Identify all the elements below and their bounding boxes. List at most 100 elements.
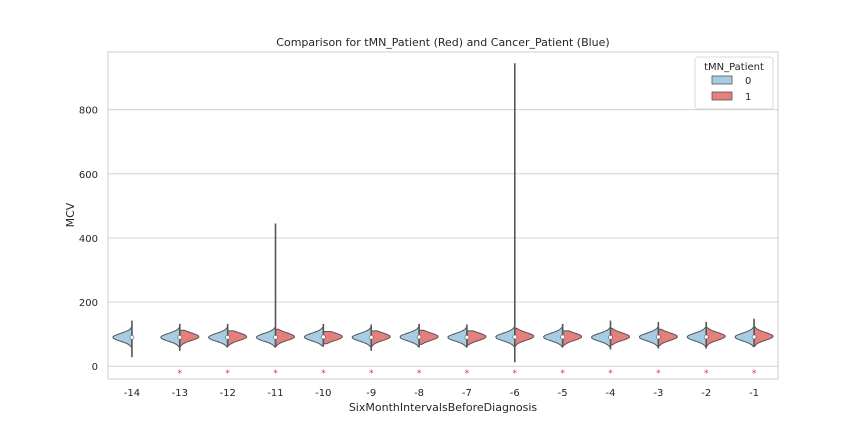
legend: tMN_Patient 0 1: [694, 56, 774, 110]
significance-marker: *: [560, 369, 565, 379]
violin-half-1: [322, 331, 343, 345]
violin-group: [208, 323, 248, 348]
median-dot: [368, 335, 374, 340]
significance-marker: *: [704, 369, 709, 379]
violin-half-0: [447, 327, 468, 348]
violin-half-1: [753, 326, 774, 347]
significance-marker: *: [752, 369, 757, 379]
y-tick-label: 0: [92, 362, 98, 373]
significance-marker: *: [465, 369, 470, 379]
x-tick-label: -8: [414, 388, 424, 399]
legend-title: tMN_Patient: [704, 62, 764, 73]
violin-half-0: [351, 327, 372, 348]
median-dot: [751, 334, 757, 340]
x-tick-label: -6: [510, 388, 520, 399]
violin-half-0: [495, 326, 516, 348]
median-dot: [273, 335, 278, 340]
violin-half-1: [466, 330, 487, 346]
y-axis-label: MCV: [64, 202, 77, 227]
legend-label-0: 0: [745, 76, 751, 87]
violin-half-0: [686, 326, 707, 348]
plot-frame: [107, 51, 779, 380]
median-dot: [560, 334, 565, 340]
x-tick-label: -10: [315, 388, 331, 399]
legend-swatch-0: [711, 75, 733, 85]
legend-label-1: 1: [745, 92, 751, 103]
grid-lines: [108, 109, 778, 367]
violin-half-1: [610, 327, 631, 346]
violin-group: [303, 323, 343, 347]
median-dot: [608, 335, 613, 340]
violin-group: [543, 323, 583, 348]
violin-group: [686, 321, 726, 349]
significance-marker: *: [321, 369, 326, 379]
y-tick-label: 800: [79, 106, 98, 117]
violin-group: [255, 223, 296, 348]
violin-half-1: [562, 330, 583, 346]
violin-half-0: [543, 326, 564, 348]
violin-half-0: [208, 327, 229, 348]
violin-half-0: [112, 327, 133, 348]
median-dot: [512, 334, 518, 340]
violin-half-1: [370, 330, 391, 347]
violin-group: [351, 324, 391, 351]
x-tick-labels: -14 -13 -12 -11 -10 -9 -8 -7 -6 -5 -4 -3 -2 -1: [124, 388, 759, 399]
violin-half-0: [734, 326, 755, 348]
significance-marker: *: [225, 369, 230, 379]
significance-marker: *: [178, 369, 183, 379]
significance-marker: *: [369, 369, 374, 379]
violin-half-1: [418, 329, 439, 345]
y-tick-label: 600: [79, 170, 98, 181]
violin-group: [638, 321, 678, 349]
violin-half-1: [705, 327, 726, 347]
y-tick-label: 200: [79, 298, 98, 309]
violin-half-0: [303, 326, 324, 347]
significance-marker: *: [417, 369, 422, 379]
violin-group: [495, 63, 535, 363]
median-dot: [177, 335, 183, 340]
x-tick-label: -9: [366, 388, 376, 399]
median-dot: [129, 335, 135, 340]
significance-marker: *: [513, 369, 518, 379]
x-tick-label: -13: [172, 388, 188, 399]
violin-group: [112, 320, 135, 358]
x-axis-label: SixMonthIntervalsBeforeDiagnosis: [349, 401, 538, 414]
violin-group: [399, 323, 439, 348]
y-tick-labels: 0 200 400 600 800: [79, 106, 98, 373]
median-dot: [416, 334, 422, 340]
violin-half-0: [590, 327, 611, 348]
x-tick-label: -11: [267, 388, 283, 399]
violin-half-1: [275, 328, 296, 347]
violin-half-0: [255, 327, 276, 348]
median-dot: [703, 334, 709, 340]
x-tick-label: -3: [653, 388, 663, 399]
violin-half-1: [514, 327, 535, 347]
violin-half-0: [160, 327, 181, 348]
x-tick-label: -1: [749, 388, 759, 399]
violin-group: [447, 324, 487, 348]
violin-half-0: [399, 326, 420, 348]
median-dot: [464, 335, 470, 340]
x-tick-label: -12: [219, 388, 235, 399]
median-dot: [225, 335, 230, 340]
significance-markers: * * * * * * * * * * * * *: [178, 369, 757, 379]
plot-background: [108, 52, 778, 379]
chart-title: Comparison for tMN_Patient (Red) and Can…: [276, 36, 609, 49]
violin-group: [160, 323, 200, 351]
violin-half-1: [227, 330, 248, 346]
x-tick-label: -4: [606, 388, 616, 399]
violin-group: [590, 320, 631, 350]
legend-swatch-1: [711, 91, 733, 101]
violin-half-1: [657, 328, 678, 347]
x-tick-label: -7: [462, 388, 472, 399]
y-tick-label: 400: [79, 234, 98, 245]
median-dot: [321, 334, 326, 340]
significance-marker: *: [656, 369, 661, 379]
x-tick-label: -5: [558, 388, 568, 399]
median-dot: [656, 334, 661, 340]
x-tick-label: -2: [701, 388, 711, 399]
violin-half-0: [638, 326, 659, 348]
violin-half-1: [179, 329, 200, 347]
violins: [112, 63, 774, 363]
